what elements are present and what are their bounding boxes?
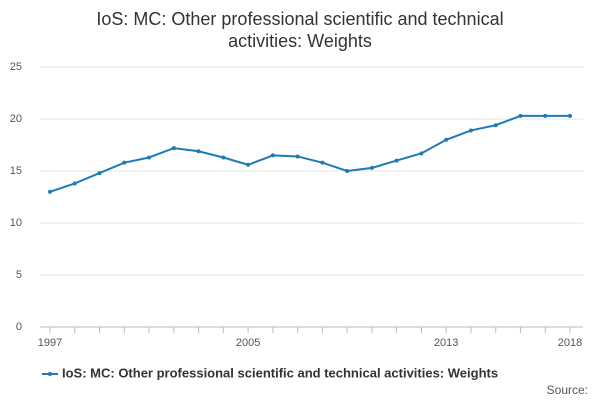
data-point xyxy=(468,128,473,133)
y-tick-label: 0 xyxy=(16,321,22,333)
x-tick-label: 1997 xyxy=(38,337,62,349)
data-point xyxy=(196,149,201,154)
x-tick-label: 2005 xyxy=(236,337,260,349)
data-point xyxy=(270,153,275,158)
data-point xyxy=(394,158,399,163)
data-point xyxy=(147,155,152,160)
data-point xyxy=(97,171,102,176)
data-point xyxy=(320,160,325,165)
data-point xyxy=(72,181,77,186)
data-point xyxy=(171,146,176,151)
x-tick-label: 2018 xyxy=(558,337,582,349)
data-point xyxy=(345,169,350,173)
data-point xyxy=(246,162,251,167)
y-tick-label: 20 xyxy=(10,113,22,125)
data-point xyxy=(444,137,449,142)
data-point xyxy=(568,113,572,118)
data-point xyxy=(122,160,127,165)
data-point xyxy=(48,189,52,194)
chart-title: IoS: MC: Other professional scientific a… xyxy=(96,9,504,51)
y-tick-label: 25 xyxy=(10,61,22,73)
data-line xyxy=(49,114,570,193)
data-point xyxy=(518,113,523,118)
legend-label: IoS: MC: Other professional scientific a… xyxy=(62,365,498,380)
legend-marker xyxy=(48,372,52,376)
y-tick-label: 15 xyxy=(10,165,22,177)
x-tick-label: 2013 xyxy=(434,337,458,349)
data-point xyxy=(419,151,424,156)
data-point xyxy=(493,123,498,128)
data-point xyxy=(369,165,374,170)
data-point xyxy=(295,154,300,159)
y-tick-label: 10 xyxy=(10,217,22,229)
source: Source: xyxy=(547,383,588,397)
data-point xyxy=(543,113,548,118)
y-tick-label: 5 xyxy=(16,269,22,281)
data-point xyxy=(221,155,226,160)
